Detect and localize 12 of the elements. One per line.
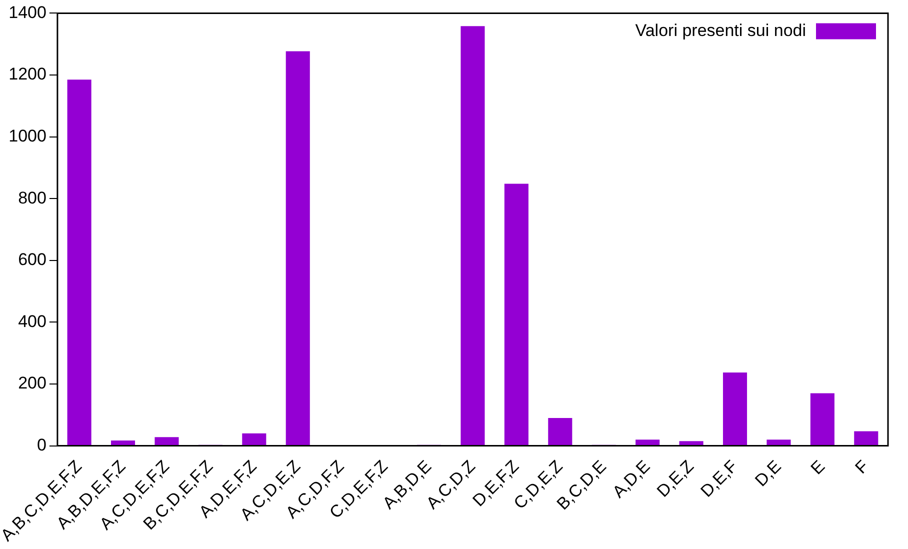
y-tick-label: 0	[36, 435, 46, 454]
y-tick-label: 800	[18, 188, 46, 208]
x-tick-label: E	[807, 456, 829, 478]
y-tick-label: 1200	[8, 64, 46, 84]
x-tick-label: F	[852, 456, 872, 478]
y-tick-label: 1400	[8, 2, 46, 22]
y-tick-label: 600	[18, 250, 46, 270]
x-tick-label: D,E	[751, 456, 785, 490]
y-tick-label: 200	[18, 374, 46, 393]
y-tick-label: 400	[18, 312, 46, 331]
y-tick-label: 1000	[8, 126, 46, 146]
legend-label: Valori presenti sui nodi	[635, 20, 806, 40]
